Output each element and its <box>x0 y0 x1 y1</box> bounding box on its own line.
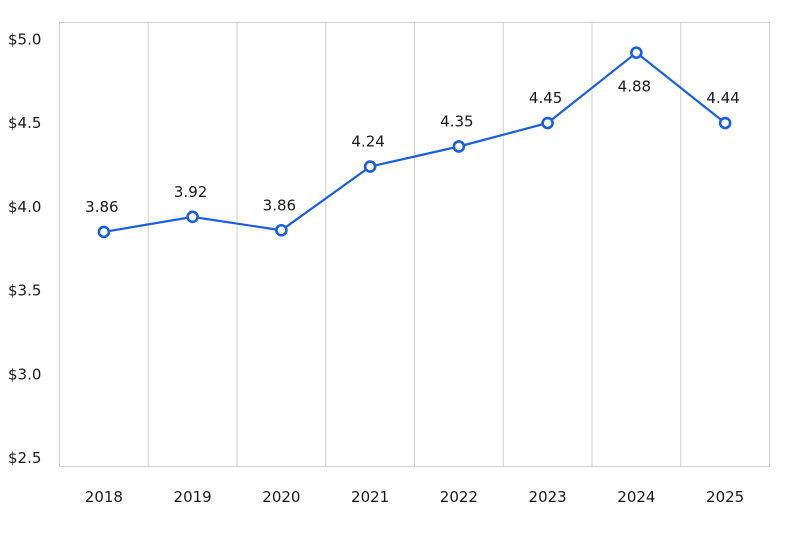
data-label: 3.86 <box>85 198 118 216</box>
data-point <box>630 46 643 59</box>
data-point <box>718 116 732 130</box>
data-point <box>363 160 377 173</box>
y-tick-label: $4.5 <box>8 114 41 132</box>
data-point <box>186 210 199 224</box>
x-tick-label: 2023 <box>529 488 567 506</box>
data-label: 4.88 <box>618 78 651 96</box>
grid <box>147 22 682 467</box>
data-label: 3.92 <box>174 183 207 201</box>
data-label: 4.45 <box>529 89 562 107</box>
plot-frame <box>59 22 770 467</box>
y-tick-label: $2.5 <box>8 449 41 467</box>
series-group <box>97 46 732 239</box>
data-label: 4.35 <box>440 112 473 130</box>
y-tick-label: $4.0 <box>8 198 41 216</box>
y-tick-label: $5.0 <box>8 30 41 48</box>
x-tick-label: 2022 <box>440 488 478 506</box>
x-tick-label: 2020 <box>262 488 300 506</box>
y-tick-label: $3.0 <box>8 365 41 383</box>
x-tick-label: 2018 <box>85 488 123 506</box>
data-point <box>275 223 288 237</box>
x-tick-label: 2024 <box>617 488 655 506</box>
series-line <box>103 51 726 233</box>
data-point <box>452 140 466 153</box>
x-tick-label: 2025 <box>706 488 744 506</box>
data-label: 4.44 <box>706 89 739 107</box>
data-point <box>541 116 554 130</box>
y-tick-label: $3.5 <box>8 282 41 300</box>
x-tick-label: 2019 <box>174 488 212 506</box>
data-labels: 3.86 3.92 3.86 4.24 4.35 4.45 4.88 4.44 <box>85 78 740 216</box>
data-point <box>97 225 111 239</box>
y-axis: $2.5 $3.0 $3.5 $4.0 $4.5 $5.0 <box>8 30 41 467</box>
x-tick-label: 2021 <box>351 488 389 506</box>
data-label: 3.86 <box>263 196 296 214</box>
x-axis: 2018 2019 2020 2021 2022 2023 2024 2025 <box>85 488 744 506</box>
data-label: 4.24 <box>351 133 384 151</box>
